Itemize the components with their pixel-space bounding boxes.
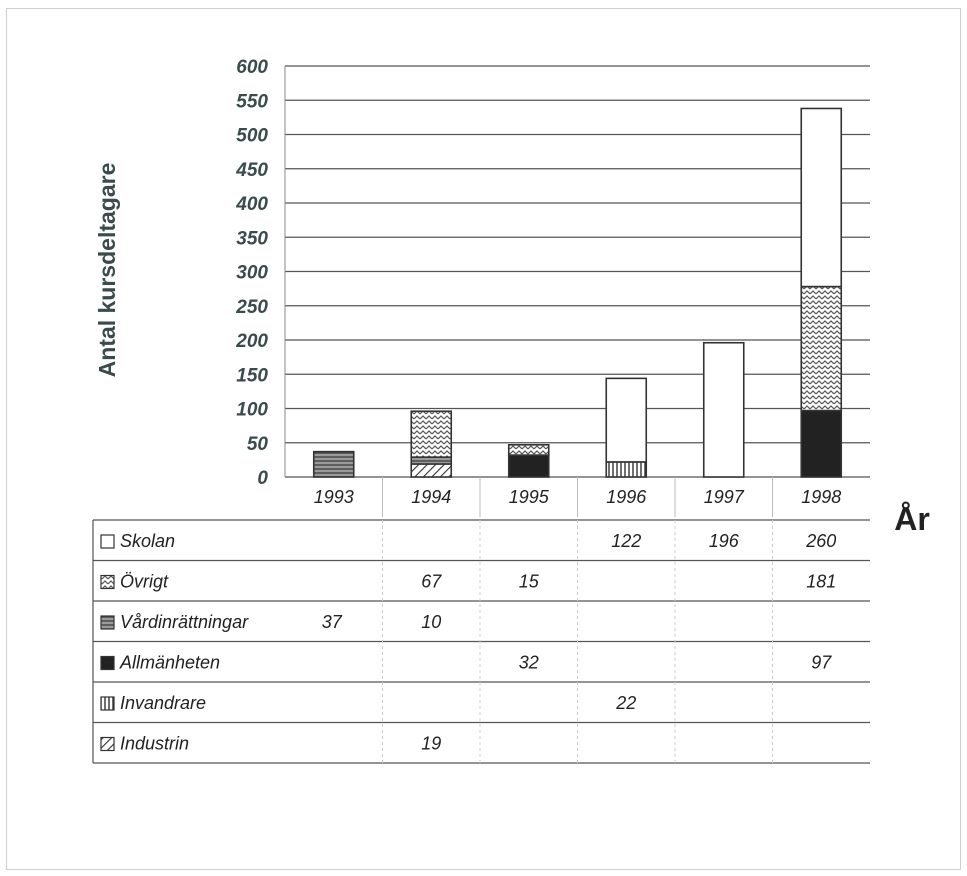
chart-frame bbox=[6, 8, 961, 870]
y-tick-label: 500 bbox=[236, 126, 268, 147]
data-label: 22 bbox=[615, 693, 636, 713]
data-label: 32 bbox=[519, 653, 539, 673]
bar-segment-invandrare bbox=[605, 461, 648, 478]
y-tick-label: 350 bbox=[236, 228, 268, 249]
legend-label: Vårdinrättningar bbox=[120, 612, 249, 632]
legend-swatch bbox=[100, 574, 115, 590]
x-tick-label: 1994 bbox=[411, 487, 451, 507]
data-label: 97 bbox=[811, 653, 832, 673]
legend-label: Invandrare bbox=[120, 693, 206, 713]
y-tick-label: 550 bbox=[236, 91, 268, 112]
bar-segment-industrin bbox=[410, 463, 453, 478]
y-axis-ticks: 0 50 100 150 200 250 300 350 400 450 500 550 600 bbox=[235, 57, 268, 489]
data-table: Skolan 122 196 260 Övrigt 67 15 181 Vårdinrättni… bbox=[92, 519, 870, 764]
legend-label: Allmänheten bbox=[119, 653, 220, 673]
data-label: 181 bbox=[806, 572, 836, 592]
legend-label: Övrigt bbox=[120, 572, 169, 592]
x-axis-ticks: 1993 1994 1995 1996 1997 1998 bbox=[314, 477, 841, 517]
y-tick-label: 300 bbox=[236, 263, 268, 284]
data-label: 10 bbox=[421, 612, 441, 632]
y-tick-label: 50 bbox=[247, 434, 269, 455]
bar-segment-övrigt bbox=[507, 444, 550, 456]
y-axis-label: Antal kursdeltagare bbox=[94, 163, 120, 378]
bar-segment-vårdinrättningar bbox=[410, 456, 453, 465]
x-tick-label: 1998 bbox=[801, 487, 841, 507]
x-tick-label: 1996 bbox=[606, 487, 647, 507]
y-tick-label: 450 bbox=[235, 160, 268, 181]
bar-segment-allmänheten bbox=[800, 409, 843, 478]
data-label: 196 bbox=[709, 531, 740, 551]
y-tick-label: 600 bbox=[236, 57, 268, 78]
grid-lines bbox=[284, 65, 870, 478]
legend-label: Skolan bbox=[120, 531, 175, 551]
legend-swatch bbox=[100, 534, 115, 549]
bar-segment-vårdinrättningar bbox=[312, 450, 355, 478]
y-tick-label: 250 bbox=[235, 297, 268, 318]
x-tick-label: 1995 bbox=[509, 487, 550, 507]
bars bbox=[312, 107, 843, 478]
x-tick-label: 1993 bbox=[314, 487, 354, 507]
legend-swatch bbox=[100, 615, 115, 630]
y-tick-label: 0 bbox=[257, 468, 268, 489]
data-label: 15 bbox=[519, 572, 540, 592]
bar-segment-övrigt bbox=[800, 285, 843, 412]
bar-segment-skolan bbox=[800, 107, 843, 288]
bar-segment-övrigt bbox=[410, 410, 453, 458]
y-tick-label: 200 bbox=[235, 331, 268, 352]
y-tick-label: 400 bbox=[235, 194, 268, 215]
x-axis-label: År bbox=[894, 501, 930, 537]
bar-segment-allmänheten bbox=[507, 454, 550, 478]
data-label: 260 bbox=[805, 531, 836, 551]
data-label: 122 bbox=[611, 531, 641, 551]
y-tick-label: 100 bbox=[236, 400, 268, 421]
legend-swatch bbox=[100, 655, 115, 671]
x-tick-label: 1997 bbox=[704, 487, 745, 507]
legend-label: Industrin bbox=[120, 734, 189, 754]
bar-segment-skolan bbox=[605, 377, 648, 463]
legend-swatch bbox=[100, 696, 115, 711]
data-label: 37 bbox=[322, 612, 343, 632]
legend-swatch bbox=[100, 736, 115, 752]
y-tick-label: 150 bbox=[236, 365, 268, 386]
data-label: 67 bbox=[421, 572, 442, 592]
data-label: 19 bbox=[421, 734, 441, 754]
bar-segment-skolan bbox=[702, 341, 745, 478]
